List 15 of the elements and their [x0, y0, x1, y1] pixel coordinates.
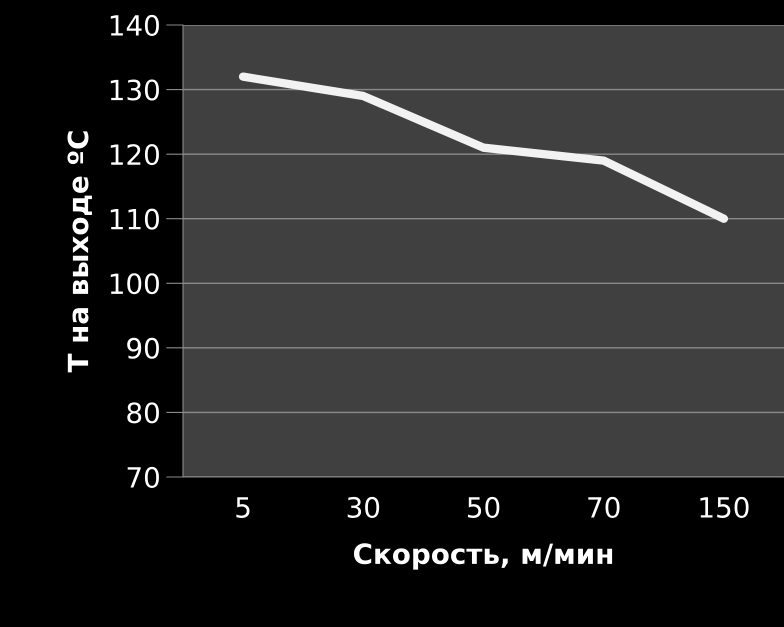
x-tick-label: 150	[700, 496, 749, 518]
x-tick-label: 30	[348, 496, 380, 518]
x-tick-label: 50	[468, 496, 500, 518]
y-tick-label: 130	[110, 80, 159, 101]
y-axis-title: T на выходе ºC	[67, 131, 92, 372]
x-tick-label: 5	[236, 497, 250, 518]
y-tick-label: 100	[110, 273, 159, 294]
y-tick-label: 110	[110, 208, 159, 230]
y-tick-label: 70	[128, 466, 159, 488]
y-tick-label: 90	[127, 338, 159, 359]
x-axis-title: Скорость, м/мин	[354, 543, 612, 570]
y-tick-label: 120	[110, 144, 159, 166]
y-tick-label: 80	[127, 402, 159, 424]
x-tick-label: 70	[588, 496, 620, 518]
y-tick-label: 140	[110, 14, 159, 36]
